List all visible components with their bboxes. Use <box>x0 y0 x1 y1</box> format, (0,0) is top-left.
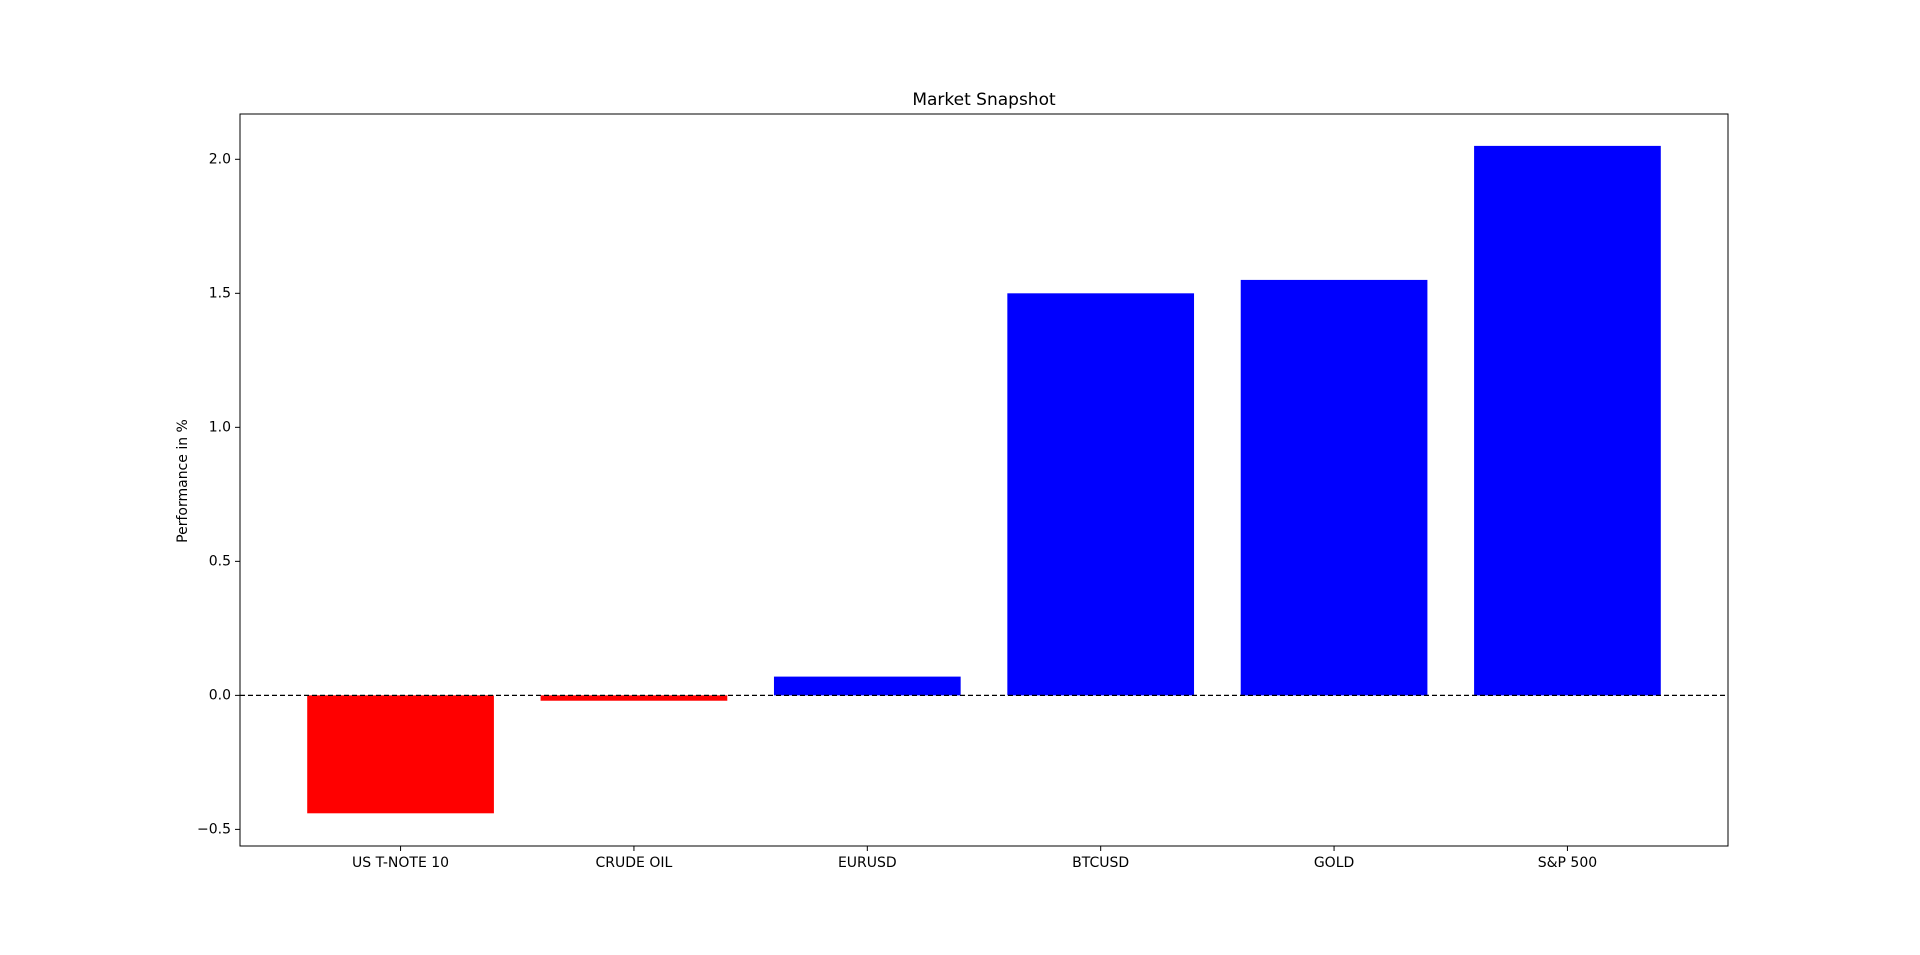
y-tick-label: 2.0 <box>209 151 231 167</box>
y-tick-label: 1.0 <box>209 419 231 435</box>
x-tick-label: CRUDE OIL <box>596 855 673 871</box>
bar <box>1240 279 1428 696</box>
bar <box>1474 145 1661 696</box>
x-tick-label: US T-NOTE 10 <box>352 855 449 871</box>
bar <box>1007 293 1195 696</box>
y-tick-label: 0.0 <box>209 687 231 703</box>
y-tick-label: 0.5 <box>209 553 231 569</box>
y-tick-label: 1.5 <box>209 285 231 301</box>
y-tick-label: −0.5 <box>197 821 231 837</box>
x-tick-label: S&P 500 <box>1538 855 1597 871</box>
x-tick-label: EURUSD <box>838 855 897 871</box>
plot-frame <box>239 113 1729 847</box>
bar <box>307 695 494 814</box>
y-axis-label: Performance in % <box>175 419 191 543</box>
bar <box>773 676 961 696</box>
x-tick-label: GOLD <box>1314 855 1354 871</box>
x-tick-label: BTCUSD <box>1072 855 1129 871</box>
chart-title: Market Snapshot <box>912 90 1056 110</box>
bar <box>540 695 728 701</box>
